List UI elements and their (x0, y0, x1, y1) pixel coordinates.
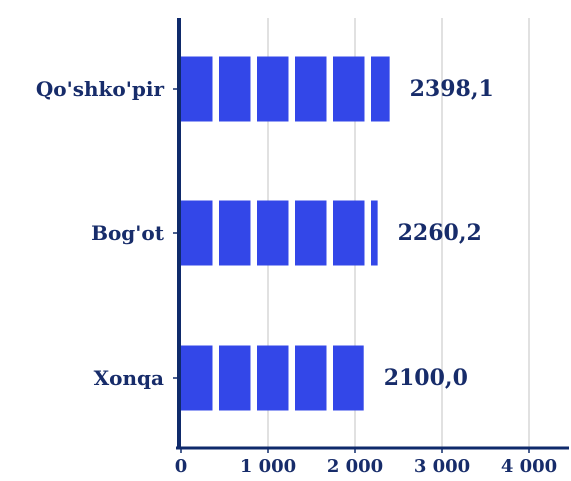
bar-segment (219, 200, 251, 266)
bar-segment (257, 200, 289, 266)
y-tick-label: Bog'ot (91, 221, 165, 245)
bar-segment (295, 56, 327, 122)
bar-segment (181, 56, 213, 122)
bar (181, 200, 378, 266)
x-tick-label: 3 000 (414, 456, 470, 477)
data-label: 2260,2 (398, 220, 482, 246)
data-label: 2398,1 (410, 76, 494, 102)
bars-layer (181, 56, 390, 411)
bar-segment (219, 56, 251, 122)
bar (181, 345, 364, 411)
bar-segment (371, 56, 390, 122)
bar-segment (333, 200, 365, 266)
x-tick-label: 2 000 (327, 456, 383, 477)
bar-segment (181, 345, 213, 411)
y-tick-label: Xonqa (94, 366, 164, 390)
bar-segment (333, 56, 365, 122)
category-labels-layer: Qo'shko'pir Bog'ot Xonqa (36, 77, 165, 390)
x-tick-label: 4 000 (501, 456, 557, 477)
tick-labels-layer: 0 1 000 2 000 3 000 4 000 (175, 456, 557, 477)
bar (181, 56, 390, 122)
bar-segment (181, 200, 213, 266)
bar-segment (219, 345, 251, 411)
value-labels-layer: 2398,1 2260,2 2100,0 (384, 76, 494, 391)
bar-segment (257, 56, 289, 122)
bar-segment (257, 345, 289, 411)
x-tick-label: 0 (175, 456, 188, 477)
bar-segment (295, 200, 327, 266)
axis-layer (173, 18, 569, 453)
data-label: 2100,0 (384, 365, 468, 391)
bar-segment (333, 345, 364, 411)
x-tick-label: 1 000 (240, 456, 296, 477)
bar-segment (371, 200, 378, 266)
y-tick-label: Qo'shko'pir (36, 77, 165, 101)
bar-segment (295, 345, 327, 411)
